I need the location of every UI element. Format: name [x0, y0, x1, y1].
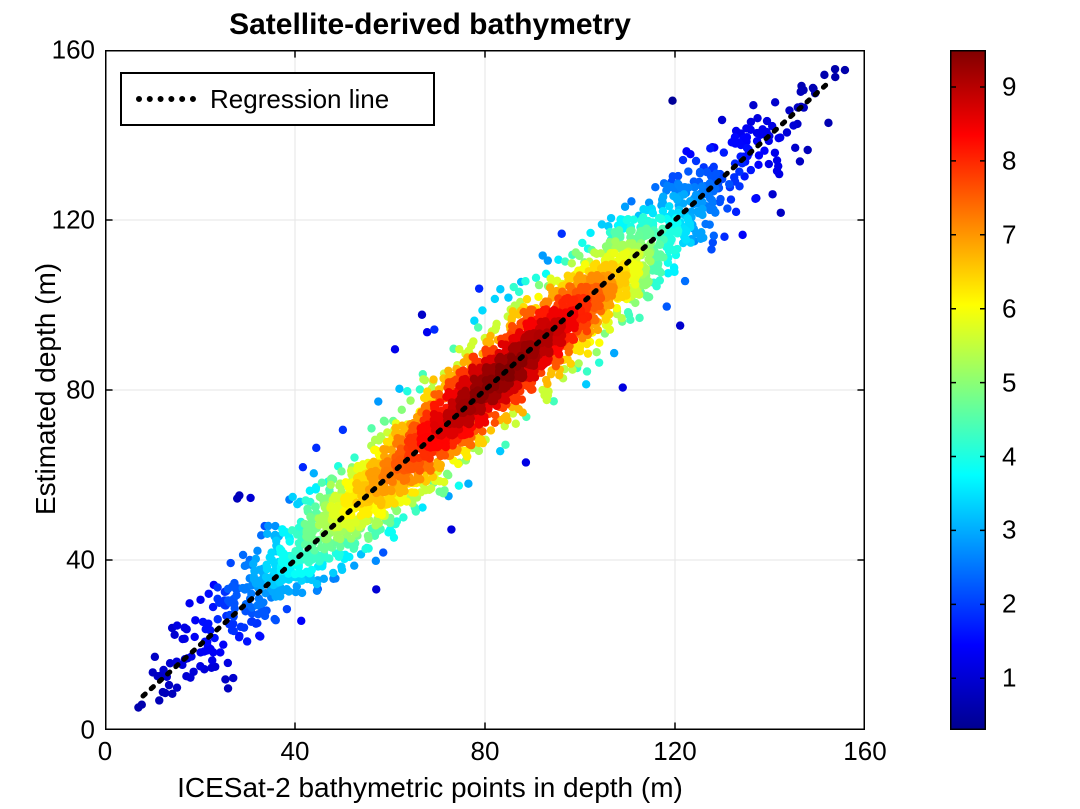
x-tick-label: 0 — [98, 736, 112, 767]
colorbar-tick-label: 8 — [1002, 145, 1016, 176]
colorbar — [950, 50, 986, 730]
y-tick-label: 40 — [66, 545, 95, 576]
figure: Satellite-derived bathymetry Estimated d… — [0, 0, 1080, 809]
legend-line-sample — [136, 96, 196, 102]
x-tick-label: 120 — [653, 736, 696, 767]
scatter-canvas — [105, 50, 865, 730]
chart-title: Satellite-derived bathymetry — [0, 8, 860, 42]
colorbar-tick-label: 5 — [1002, 367, 1016, 398]
colorbar-tick-label: 3 — [1002, 515, 1016, 546]
colorbar-tick-label: 1 — [1002, 663, 1016, 694]
y-tick-label: 160 — [52, 35, 95, 66]
x-axis-label: ICESat-2 bathymetric points in depth (m) — [0, 772, 860, 804]
colorbar-tick-label: 4 — [1002, 441, 1016, 472]
colorbar-canvas — [950, 50, 986, 730]
y-tick-label: 0 — [81, 715, 95, 746]
plot-area — [105, 50, 865, 730]
y-axis-label: Estimated depth (m) — [30, 263, 62, 515]
x-tick-label: 160 — [843, 736, 886, 767]
y-tick-label: 80 — [66, 375, 95, 406]
colorbar-tick-label: 6 — [1002, 293, 1016, 324]
colorbar-tick-label: 7 — [1002, 219, 1016, 250]
x-tick-label: 40 — [281, 736, 310, 767]
colorbar-tick-label: 9 — [1002, 71, 1016, 102]
colorbar-tick-label: 2 — [1002, 589, 1016, 620]
legend: Regression line — [120, 72, 435, 126]
legend-label: Regression line — [210, 84, 389, 115]
x-tick-label: 80 — [471, 736, 500, 767]
y-tick-label: 120 — [52, 205, 95, 236]
